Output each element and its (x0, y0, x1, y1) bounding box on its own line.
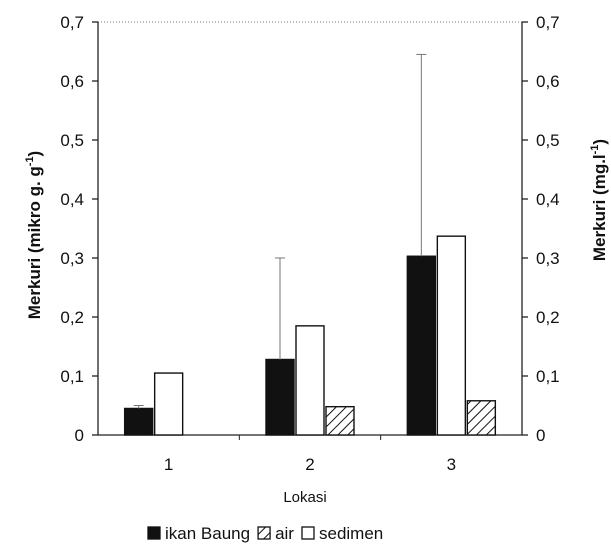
x-tick-label: 2 (305, 455, 314, 474)
y-tick-label-right: 0,2 (536, 308, 560, 327)
bar-sedimen (153, 372, 184, 436)
x-tick-label: 3 (447, 455, 456, 474)
bars (123, 235, 497, 436)
y-tick-label-left: 0,5 (60, 131, 84, 150)
bar-sedimen (436, 235, 467, 436)
y-tick-label-left: 0,3 (60, 249, 84, 268)
x-axis-title: Lokasi (283, 489, 326, 506)
y-axis-right-title: Merkuri (mg.l-1) (589, 139, 609, 261)
y-tick-label-left: 0,7 (60, 13, 84, 32)
legend-swatch-sedimen (301, 526, 315, 540)
bar-ikan-baung (265, 358, 295, 436)
y-tick-label-left: 0,4 (60, 190, 84, 209)
y-tick-label-right: 0,4 (536, 190, 560, 209)
legend-label-sedimen: sedimen (319, 524, 383, 543)
bar-ikan-baung (406, 255, 437, 436)
bar-air (466, 400, 497, 436)
y-tick-label-left: 0 (75, 426, 84, 445)
y-axis-left: 0 0,1 0,2 0,3 0,4 0,5 0,6 0,7 (60, 13, 98, 445)
y-tick-label-right: 0,7 (536, 13, 560, 32)
y-tick-label-right: 0,5 (536, 131, 560, 150)
legend-swatch-ikan-baung (147, 526, 161, 540)
legend: ikan Baung air sedimen (147, 524, 383, 543)
x-axis: 1 2 3 (164, 435, 456, 474)
y-tick-label-right: 0,6 (536, 72, 560, 91)
bar-air (325, 405, 355, 436)
legend-label-ikan-baung: ikan Baung (165, 524, 250, 543)
y-tick-label-left: 0,2 (60, 308, 84, 327)
y-axis-right: 0 0,1 0,2 0,3 0,4 0,5 0,6 0,7 (522, 13, 560, 445)
y-tick-label-right: 0 (536, 426, 545, 445)
bar-ikan-baung (123, 407, 154, 436)
y-axis-left-title: Merkuri (mikro g. g-1) (24, 151, 44, 319)
x-tick-label: 1 (164, 455, 173, 474)
error-bars (133, 53, 427, 409)
y-tick-label-left: 0,6 (60, 72, 84, 91)
legend-swatch-air (257, 526, 271, 540)
y-tick-label-left: 0,1 (60, 367, 84, 386)
y-tick-label-right: 0,1 (536, 367, 560, 386)
legend-label-air: air (275, 524, 294, 543)
bar-sedimen (295, 325, 325, 436)
y-tick-label-right: 0,3 (536, 249, 560, 268)
